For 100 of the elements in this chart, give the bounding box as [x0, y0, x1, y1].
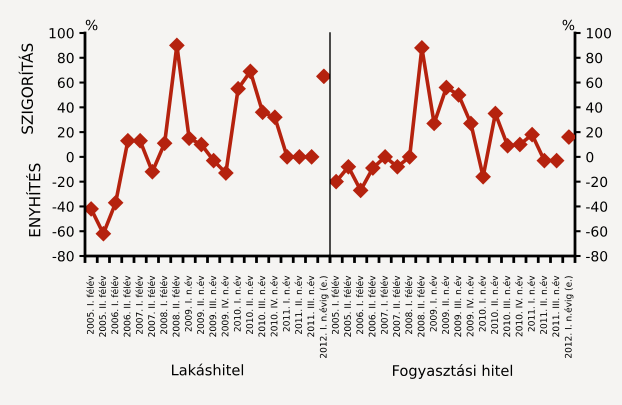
point — [390, 159, 405, 174]
x-tick-label: 2010. I. n.év — [233, 276, 241, 332]
x-tick-label: 2011. III. n.év — [552, 276, 560, 337]
y2-tick-label: 40 — [586, 102, 602, 113]
x-tick-label: 2011. I. n.év — [527, 276, 535, 332]
x-tick-label: 2007. I. félév — [135, 276, 143, 334]
x-tick-label: 2011. III. n.év — [306, 276, 314, 337]
x-tick-label: 2010. III. n.év — [258, 276, 266, 337]
y2-tick-label: 100 — [586, 28, 612, 38]
point — [242, 64, 258, 79]
x-tick-label: 2010. IV. n.év — [515, 276, 522, 336]
y2-tick-label: -40 — [586, 201, 608, 212]
point — [169, 38, 184, 53]
x-tick-label: 2007. I. félév — [380, 276, 388, 334]
text: % — [86, 20, 98, 30]
y-tick-label: -40 — [52, 201, 74, 212]
x-tick-label: 2010. IV. n.év — [270, 276, 278, 336]
y2-tick-label: -80 — [586, 250, 608, 262]
point — [194, 136, 209, 152]
point — [402, 149, 418, 164]
x-tick-label: 2006. I. félév — [356, 276, 364, 334]
y-axis-title: SZIGORÍTÁS — [18, 44, 34, 134]
point — [144, 164, 160, 180]
point — [292, 149, 307, 164]
text: ENYHÍTÉS — [26, 164, 40, 236]
x-tick-label: 2008. II. félév — [172, 276, 180, 337]
x-tick-label: 2005. I. félév — [86, 276, 94, 334]
x-tick-label: 2010. I. n.év — [478, 276, 486, 332]
point — [340, 159, 356, 174]
x-tick-label: 2009. II. n.év — [196, 276, 204, 334]
point — [500, 138, 516, 154]
x-tick-label: 2009. I. n.év — [184, 276, 192, 332]
x-axis-title: Fogyasztási hitel — [393, 364, 512, 379]
y-tick-label: -20 — [52, 176, 74, 188]
text: % — [562, 20, 574, 30]
point — [316, 68, 330, 84]
y-tick-label: 20 — [58, 127, 74, 138]
x-tick-label: 2011. I. n.év — [282, 276, 290, 332]
point — [96, 226, 111, 242]
y-tick-label: 60 — [58, 78, 74, 88]
x-tick-label: 2009. IV. n.év — [466, 276, 474, 336]
x-tick-label: 2011. II. n.év — [294, 276, 302, 334]
point — [267, 110, 282, 125]
point — [304, 149, 320, 164]
point — [206, 153, 222, 168]
y-tick-label: -80 — [52, 250, 74, 262]
y2-tick-label: 0 — [586, 152, 594, 162]
point — [182, 130, 197, 146]
x-tick-label: 2007. II. félév — [148, 276, 155, 337]
x-tick-label: 2006. I. félév — [110, 276, 118, 334]
point — [378, 149, 393, 164]
y2-tick-label: 80 — [586, 52, 602, 64]
x-tick-label: 2008. I. félév — [404, 276, 412, 334]
x-tick-label: 2012. I. n.évig (e.) — [319, 276, 328, 358]
point — [488, 106, 503, 122]
y2-tick-label: 60 — [586, 78, 602, 88]
x-tick-label: 2007. II. félév — [392, 276, 400, 337]
point — [255, 104, 270, 120]
point — [85, 201, 99, 216]
x-tick-label: 2011. II. n.év — [540, 276, 547, 334]
point — [512, 136, 528, 152]
y-tick-label: 80 — [58, 52, 74, 64]
point — [132, 133, 148, 148]
x-tick-label: 2005. I. félév — [331, 276, 339, 334]
y2-tick-label: -60 — [586, 226, 608, 237]
x-tick-label: 2009. IV. n.év — [221, 276, 228, 336]
point — [561, 129, 575, 145]
x-tick-label: 2006. II. félév — [123, 276, 130, 337]
point — [280, 149, 295, 164]
point — [230, 81, 246, 96]
y-tick-label: 100 — [50, 28, 74, 38]
x-tick-label: 2006. II. félév — [368, 276, 376, 337]
y-tick-label: -60 — [52, 226, 74, 237]
y2-tick-label: 20 — [586, 127, 602, 138]
x-tick-label: 2008. I. félév — [160, 276, 168, 334]
point — [414, 40, 430, 56]
x-tick-label: 2009. III. n.év — [208, 276, 216, 337]
point — [353, 182, 368, 198]
x-tick-label: 2005. II. félév — [344, 276, 351, 337]
x-tick-label: 2005. II. félév — [98, 276, 106, 337]
x-tick-label: 2009. III. n.év — [454, 276, 462, 337]
x-tick-label: 2009. II. n.év — [442, 276, 449, 334]
y2-tick-label: -20 — [586, 176, 608, 188]
x-tick-label: 2010. II. n.év — [246, 276, 253, 334]
point — [463, 116, 478, 132]
point — [218, 165, 234, 181]
point — [524, 127, 540, 142]
x-tick-label: 2009. I. n.év — [429, 276, 437, 332]
point — [451, 87, 466, 103]
x-tick-label: 2012. I. n.évig (e.) — [564, 276, 574, 358]
x-tick-label: 2008. II. félév — [417, 276, 424, 337]
x-tick-label: 2010. III. n.év — [502, 276, 510, 337]
point — [120, 133, 136, 148]
y-tick-label: 40 — [58, 102, 74, 113]
point — [157, 136, 172, 151]
point — [549, 153, 564, 168]
point — [438, 80, 454, 96]
point — [365, 160, 380, 176]
x-tick-label: 2010. II. n.év — [490, 276, 498, 334]
point — [536, 153, 552, 168]
